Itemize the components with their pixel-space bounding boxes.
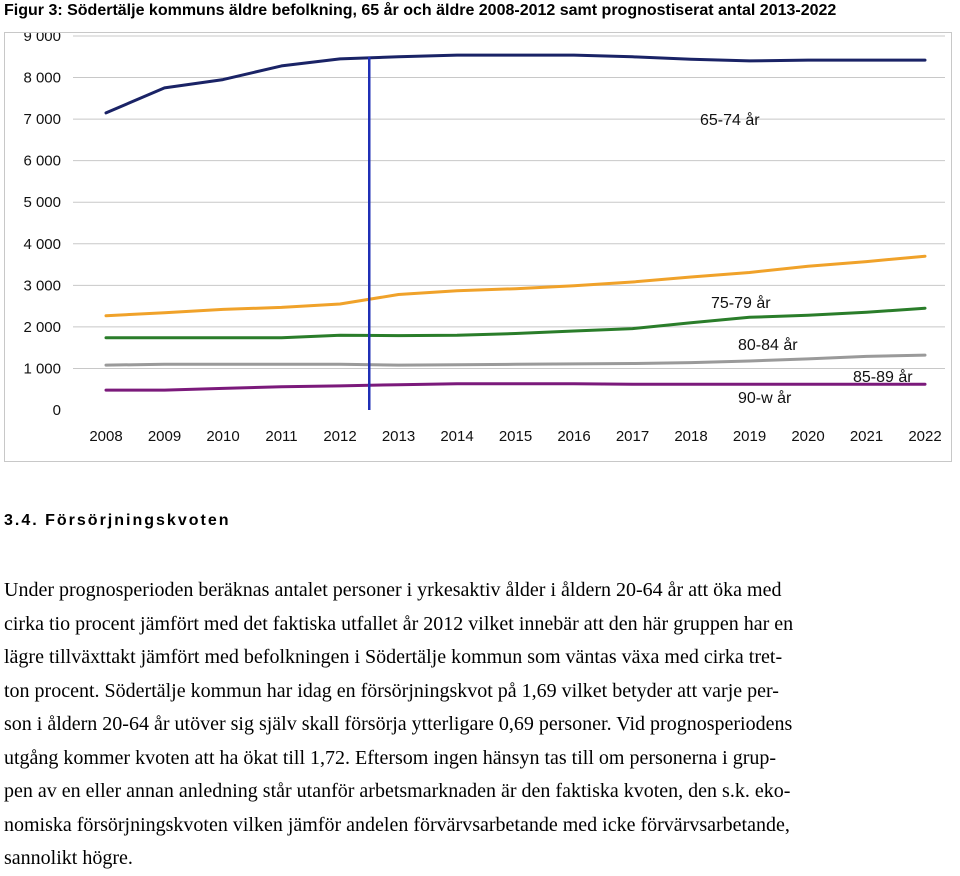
section-body: Under prognosperioden beräknas antalet p… [4,574,960,876]
series-label: 90-w år [738,389,792,407]
y-tick-label: 7 000 [23,111,61,128]
x-tick-label: 2012 [323,428,356,445]
x-tick-label: 2009 [148,428,181,445]
x-tick-label: 2011 [265,428,297,445]
body-line: son i åldern 20-64 år utöver sig själv s… [4,713,793,735]
body-line: nomiska försörjningskvoten vilken jämför… [4,813,790,836]
body-line: sannolikt högre. [4,847,133,869]
x-tick-label: 2019 [733,428,766,445]
y-tick-label: 1 000 [23,360,61,377]
body-line: lägre tillväxttakt jämfört med befolknin… [4,646,783,668]
x-tick-label: 2016 [557,428,590,445]
x-tick-label: 2008 [89,428,122,445]
x-tick-label: 2018 [674,428,707,445]
x-tick-label: 2022 [908,428,941,445]
y-tick-label: 5 000 [23,194,61,211]
chart-svg: 0 1 000 2 000 3 000 4 000 5 000 6 000 7 000 8 00… [23,33,945,445]
body-line: cirka tio procent jämfört med det faktis… [4,612,794,635]
x-tick-label: 2013 [382,428,415,445]
y-tick-label: 4 000 [23,236,61,253]
series-label: 80-84 år [738,336,798,354]
x-tick-label: 2015 [499,428,532,445]
series-label: 85-89 år [853,368,913,386]
line-chart: 0 1 000 2 000 3 000 4 000 5 000 6 000 7 000 8 00… [4,32,952,462]
body-line: ton procent. Södertälje kommun har idag … [4,679,779,702]
y-tick-label: 8 000 [23,70,61,87]
y-tick-label: 3 000 [23,277,61,294]
body-line: utgång kommer kvoten att ha ökat till 1,… [4,746,777,769]
series-line [104,306,927,340]
y-tick-label: 9 000 [23,33,61,45]
x-tick-label: 2010 [206,428,239,445]
x-tick-label: 2017 [616,428,649,445]
x-tick-label: 2014 [440,428,473,445]
body-line: Under prognosperioden beräknas antalet p… [4,579,782,601]
x-tick-label: 2020 [791,428,824,445]
series-label: 65-74 år [700,111,760,129]
section-heading: 3.4. Försörjningskvoten [4,512,231,529]
y-tick-label: 2 000 [23,319,61,336]
y-tick-label: 0 [53,402,61,419]
series-line [104,353,927,367]
series-line [104,254,927,318]
figure-title: Figur 3: Södertälje kommuns äldre befolk… [4,2,837,19]
series-line [104,382,927,392]
y-tick-label: 6 000 [23,153,61,170]
x-tick-label: 2021 [850,428,883,445]
series-label: 75-79 år [711,294,771,312]
series-line [104,53,927,115]
body-line: pen av en eller annan anledning står uta… [4,780,791,802]
